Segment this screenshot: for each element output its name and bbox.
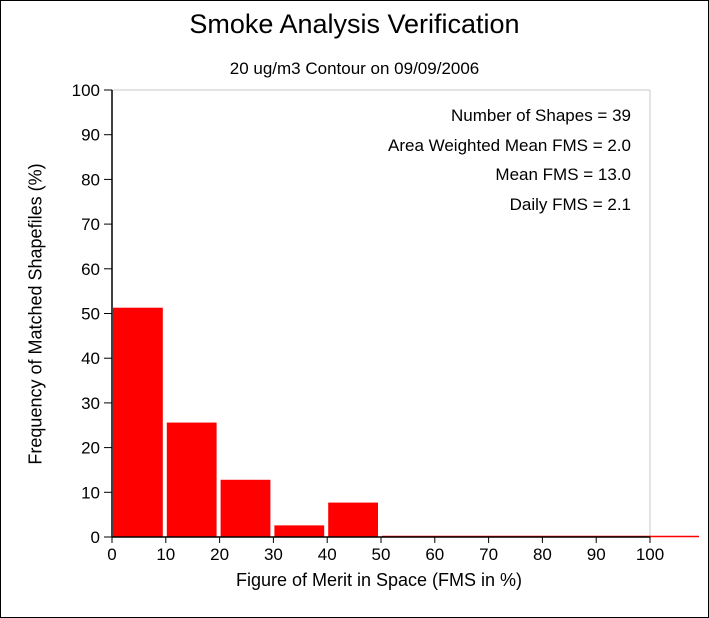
y-tick-label-10: 10 <box>81 483 100 502</box>
y-tick-label-70: 70 <box>81 215 100 234</box>
x-tick-label-100: 100 <box>636 545 664 564</box>
histogram-bar-30-40 <box>274 525 325 537</box>
x-axis-label: Figure of Merit in Space (FMS in %) <box>235 570 523 590</box>
x-tick-label-70: 70 <box>479 545 498 564</box>
y-tick-label-50: 50 <box>81 305 100 324</box>
chart-subtitle: 20 ug/m3 Contour on 09/09/2006 <box>229 59 480 78</box>
y-tick-label-80: 80 <box>81 170 100 189</box>
histogram-bar-20-30 <box>220 479 271 537</box>
chart-title: Smoke Analysis Verification <box>189 9 520 39</box>
x-tick-label-60: 60 <box>425 545 444 564</box>
y-tick-label-90: 90 <box>81 126 100 145</box>
y-tick-label-20: 20 <box>81 439 100 458</box>
x-tick-label-50: 50 <box>372 545 391 564</box>
histogram-bar-40-50 <box>328 502 378 537</box>
x-tick-label-0: 0 <box>107 545 116 564</box>
y-tick-label-60: 60 <box>81 260 100 279</box>
annotation-area-weighted-mean-fms: Area Weighted Mean FMS = 2.0 <box>387 135 631 155</box>
annotation-number-of-shapes: Number of Shapes = 39 <box>450 106 631 125</box>
y-tick-label-40: 40 <box>81 349 100 368</box>
x-tick-label-80: 80 <box>533 545 552 564</box>
annotation-mean-fms: Mean FMS = 13.0 <box>495 165 631 184</box>
y-tick-label-100: 100 <box>72 81 100 100</box>
x-tick-label-20: 20 <box>210 545 229 564</box>
statistics-annotations: Number of Shapes = 39 Area Weighted Mean… <box>388 101 631 219</box>
histogram-bar-0-10 <box>113 307 163 537</box>
x-tick-label-40: 40 <box>318 545 337 564</box>
histogram-bar-10-20 <box>166 422 217 537</box>
y-tick-label-0: 0 <box>91 528 100 547</box>
x-tick-label-90: 90 <box>587 545 606 564</box>
annotation-daily-fms: Daily FMS = 2.1 <box>509 194 631 214</box>
x-tick-label-10: 10 <box>156 545 175 564</box>
y-tick-label-30: 30 <box>81 394 100 413</box>
x-tick-label-30: 30 <box>264 545 283 564</box>
